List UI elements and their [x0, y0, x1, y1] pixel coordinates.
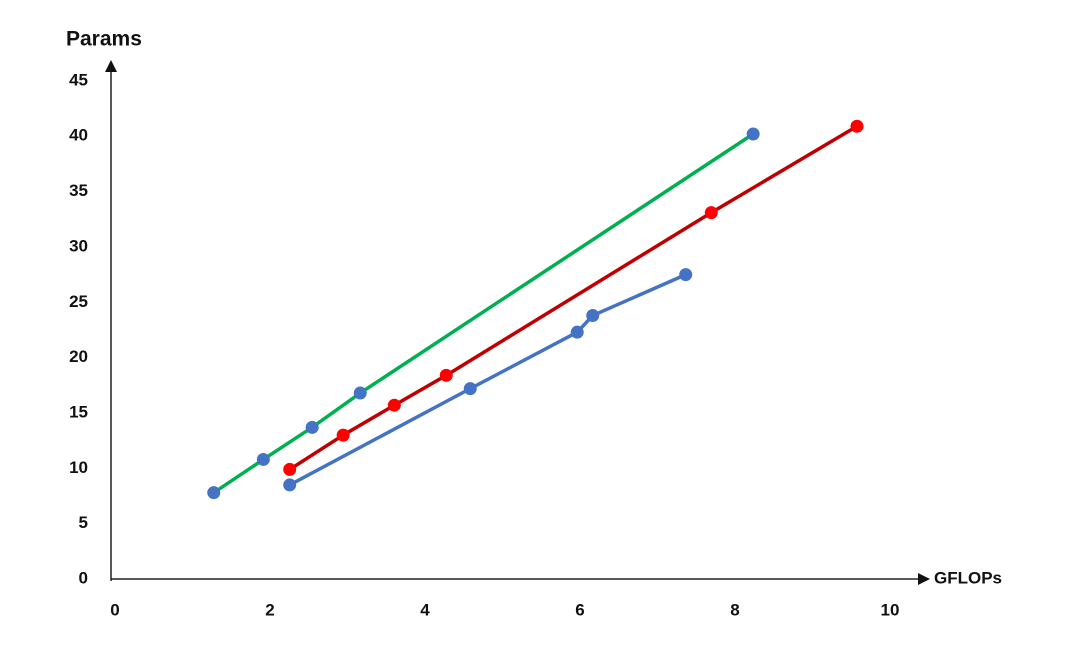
x-tick-label: 8 [730, 600, 739, 619]
data-point [336, 428, 350, 442]
y-tick-label: 15 [69, 402, 88, 421]
y-tick-label: 5 [79, 513, 88, 532]
data-point [704, 206, 718, 220]
y-tick-label: 25 [69, 292, 88, 311]
y-axis-arrow [105, 60, 117, 72]
x-tick-label: 10 [881, 600, 900, 619]
data-point [746, 127, 760, 141]
x-axis-arrow [918, 573, 930, 585]
y-axis-label: Params [66, 28, 142, 51]
y-tick-label: 30 [69, 236, 88, 255]
y-tick-label: 45 [69, 70, 88, 89]
data-point [570, 325, 584, 339]
y-tick-label: 0 [79, 568, 88, 587]
data-point [586, 309, 600, 323]
data-point [283, 478, 297, 492]
data-point [679, 268, 693, 282]
data-point [850, 119, 864, 133]
y-tick-label: 40 [69, 126, 88, 145]
data-point [256, 452, 270, 466]
data-point [439, 368, 453, 382]
x-tick-label: 4 [420, 600, 430, 619]
data-point [305, 420, 319, 434]
y-tick-label: 10 [69, 458, 88, 477]
data-point [387, 398, 401, 412]
data-point [353, 386, 367, 400]
data-point [283, 462, 297, 476]
series-line [212, 132, 755, 495]
series-line [288, 124, 858, 471]
y-tick-label: 35 [69, 181, 88, 200]
data-point [207, 486, 221, 500]
x-axis-label: GFLOPs [934, 568, 1002, 587]
data-point [463, 382, 477, 396]
x-tick-label: 2 [265, 600, 274, 619]
y-tick-label: 20 [69, 347, 88, 366]
x-tick-label: 6 [575, 600, 584, 619]
x-tick-label: 0 [110, 600, 119, 619]
series-line [288, 272, 687, 487]
